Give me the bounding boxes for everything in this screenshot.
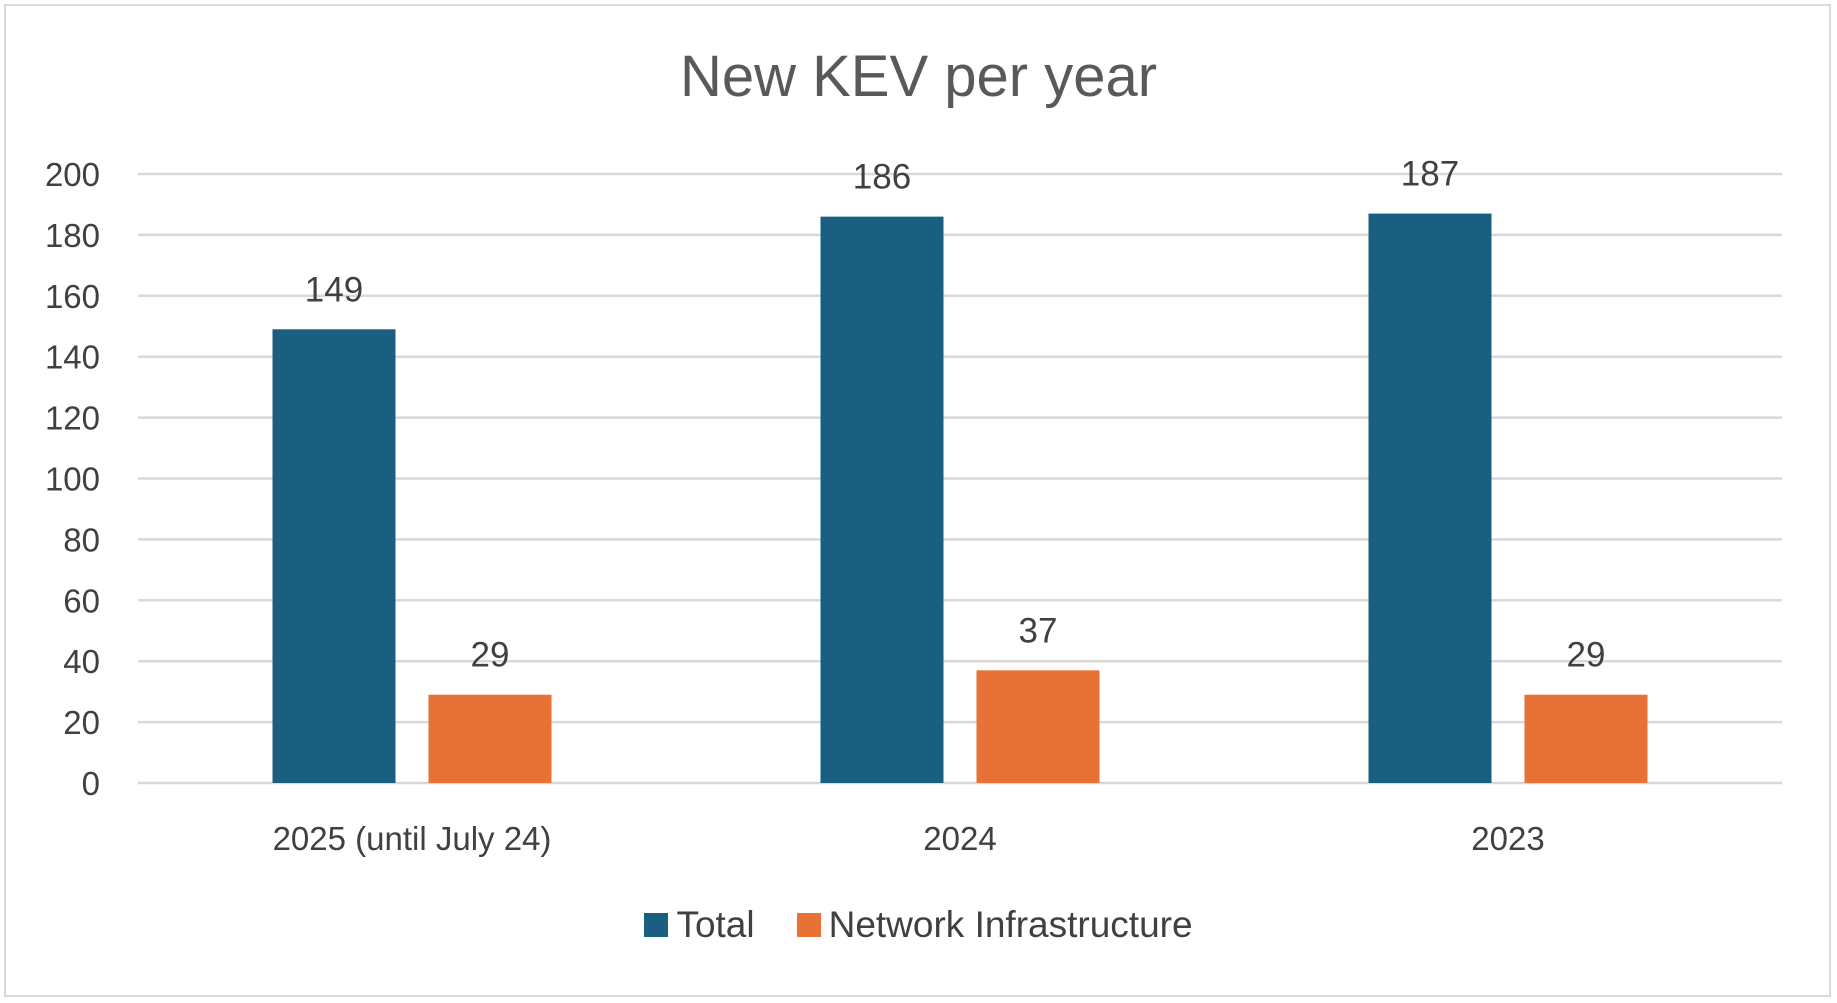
legend-swatch-total <box>644 913 669 937</box>
x-tick-label-1: 2024 <box>923 820 996 857</box>
bar-network-infrastructure-0 <box>428 694 552 783</box>
legend-item-network-infrastructure: Network Infrastructure <box>796 904 1193 946</box>
y-tick-label-200: 200 <box>45 156 100 193</box>
bar-network-infrastructure-1 <box>976 670 1100 783</box>
data-label-total-0: 149 <box>305 270 363 309</box>
bar-total-2 <box>1368 213 1492 783</box>
y-tick-label-180: 180 <box>45 217 100 254</box>
x-tick-label-2: 2023 <box>1471 820 1544 857</box>
y-tick-label-100: 100 <box>45 461 100 498</box>
x-tick-label-0: 2025 (until July 24) <box>273 820 552 857</box>
legend-item-total: Total <box>644 904 755 946</box>
y-tick-label-0: 0 <box>82 765 100 802</box>
data-label-network-infrastructure-2: 29 <box>1567 636 1606 675</box>
bar-network-infrastructure-2 <box>1524 694 1648 783</box>
x-axis-ticks: 2025 (until July 24) 2024 2023 <box>273 820 1545 857</box>
y-tick-label-160: 160 <box>45 278 100 315</box>
legend-label-network-infrastructure: Network Infrastructure <box>828 904 1193 945</box>
bar-total-0 <box>272 329 396 783</box>
data-label-total-1: 186 <box>853 158 911 197</box>
data-label-total-2: 187 <box>1401 155 1459 194</box>
y-tick-label-120: 120 <box>45 400 100 437</box>
legend: Total Network Infrastructure <box>0 904 1837 946</box>
y-tick-label-40: 40 <box>63 643 100 680</box>
y-tick-label-140: 140 <box>45 339 100 376</box>
bar-total-1 <box>820 216 944 783</box>
data-label-network-infrastructure-1: 37 <box>1019 611 1058 650</box>
legend-swatch-network-infrastructure <box>796 913 821 937</box>
bars <box>272 213 1648 783</box>
chart-title: New KEV per year <box>679 44 1158 109</box>
y-tick-label-60: 60 <box>63 582 100 619</box>
data-label-network-infrastructure-0: 29 <box>471 636 510 675</box>
data-labels: 149 29 186 37 187 29 <box>305 155 1606 675</box>
y-axis-ticks: 0 20 40 60 80 100 120 140 160 180 200 <box>45 156 100 802</box>
legend-label-total: Total <box>676 904 755 945</box>
gridlines <box>138 172 1782 785</box>
y-tick-label-20: 20 <box>63 704 100 741</box>
y-tick-label-80: 80 <box>63 521 100 558</box>
